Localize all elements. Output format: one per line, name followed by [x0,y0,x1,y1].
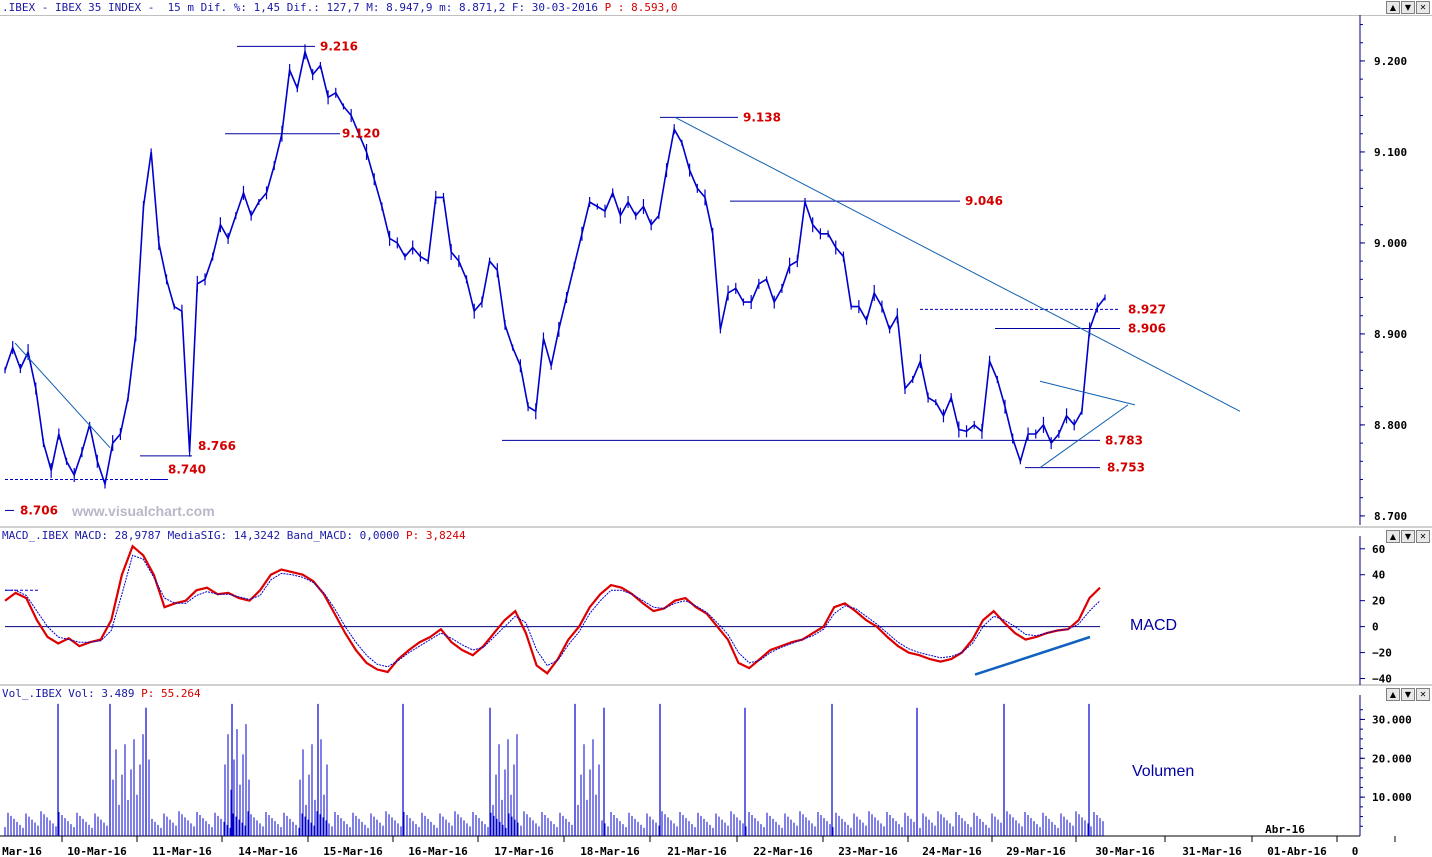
level-label-8.927: 8.927 [1128,302,1166,316]
left-downtrend-line [14,342,111,448]
macd-y-tick-label: 60 [1372,543,1385,556]
x-axis-label: 17-Mar-16 [494,845,554,857]
volume-panel-buttons: ▲ ▼ ✕ [1386,688,1430,701]
price-y-tick-label: 9.100 [1374,146,1407,159]
level-label-8.706: 8.706 [20,503,58,517]
macd-last-text: P: 3,8244 [405,529,466,542]
level-label-8.906: 8.906 [1128,321,1166,335]
level-label-9.046: 9.046 [965,194,1003,208]
x-axis-label: 21-Mar-16 [667,845,727,857]
volume-info-label: Vol_.IBEX Vol: 3.489 P: 55.264 [2,687,201,700]
volume-info-text: Vol_.IBEX Vol: 3.489 [2,687,142,700]
macd-info-label: MACD_.IBEX MACD: 28,9787 MediaSIG: 14,32… [2,529,466,542]
price-series-line [4,48,1106,488]
level-label-8.766: 8.766 [198,439,236,453]
x-axis-label: 11-Mar-16 [152,845,212,857]
level-label-8.740: 8.740 [168,463,206,477]
x-axis-label: 29-Mar-16 [1006,845,1066,857]
price-y-tick-label: 8.900 [1374,328,1407,341]
x-axis-label: 15-Mar-16 [323,845,383,857]
macd-series-MediaSIG [5,554,1101,668]
volume-y-tick-label: 10.000 [1372,791,1412,804]
x-axis-label: 01-Abr-16 [1267,845,1327,857]
macd-info-text: MACD_.IBEX MACD: 28,9787 MediaSIG: 14,32… [2,529,406,542]
price-y-tick-label: 9.200 [1374,55,1407,68]
x-axis-label: 22-Mar-16 [753,845,813,857]
price-info-label: .IBEX - IBEX 35 INDEX - 15 m Dif. %: 1,4… [2,1,678,14]
downtrend-line [674,116,1241,412]
x-axis-label: 0 [1352,845,1359,857]
x-axis-label: 31-Mar-16 [1182,845,1242,857]
volume-close-button[interactable]: ✕ [1416,688,1430,701]
macd-y-tick-label: −40 [1372,673,1392,686]
close-button[interactable]: ✕ [1416,1,1430,14]
macd-y-tick-label: −20 [1372,647,1392,660]
macd-scroll-down-button[interactable]: ▼ [1401,530,1415,543]
window-titlebar: .IBEX - IBEX 35 INDEX - 15 m Dif. %: 1,4… [0,0,1432,16]
volume-last-text: P: 55.264 [141,687,201,700]
macd-y-tick-label: 0 [1372,621,1379,634]
volume-y-tick-label: 20.000 [1372,752,1412,765]
macd-y-tick-label: 40 [1372,569,1385,582]
level-label-9.216: 9.216 [320,39,358,53]
macd-scroll-up-button[interactable]: ▲ [1386,530,1400,543]
macd-panel-name: MACD [1130,617,1178,634]
level-label-9.138: 9.138 [743,110,781,124]
volume-panel-name: Volumen [1132,763,1195,780]
macd-divergence-line [974,635,1091,676]
level-label-9.120: 9.120 [342,127,380,141]
price-y-tick-label: 9.000 [1374,237,1407,250]
price-last-text: P : 8.593,0 [604,1,678,14]
x-axis-label: 16-Mar-16 [408,845,468,857]
macd-panel-buttons: ▲ ▼ ✕ [1386,530,1430,543]
price-y-tick-label: 8.700 [1374,510,1407,523]
scroll-down-button[interactable]: ▼ [1401,1,1415,14]
x-axis-label: 18-Mar-16 [580,845,640,857]
x-axis-label: 23-Mar-16 [838,845,898,857]
scroll-up-button[interactable]: ▲ [1386,1,1400,14]
triangle-upper-line [1039,380,1136,406]
volume-scroll-up-button[interactable]: ▲ [1386,688,1400,701]
macd-series-MACD [4,544,1101,675]
x-axis-label: 24-Mar-16 [922,845,982,857]
x-axis-label: 10-Mar-16 [67,845,127,857]
x-axis-label: 14-Mar-16 [238,845,298,857]
x-axis-label: 30-Mar-16 [1095,845,1155,857]
macd-y-tick-label: 20 [1372,595,1385,608]
level-label-8.753: 8.753 [1107,461,1145,475]
macd-close-button[interactable]: ✕ [1416,530,1430,543]
price-y-tick-label: 8.800 [1374,419,1407,432]
price-panel-buttons: ▲ ▼ ✕ [1386,1,1430,14]
triangle-lower-line [1039,404,1129,469]
level-label-8.783: 8.783 [1105,433,1143,447]
price-info-text: .IBEX - IBEX 35 INDEX - 15 m Dif. %: 1,4… [2,1,605,14]
volume-y-tick-label: 30.000 [1372,713,1412,726]
x-axis-month-label: Abr-16 [1265,823,1305,836]
volume-scroll-down-button[interactable]: ▼ [1401,688,1415,701]
x-axis-label: Mar-16 [2,845,42,857]
watermark: www.visualchart.com [72,503,215,519]
